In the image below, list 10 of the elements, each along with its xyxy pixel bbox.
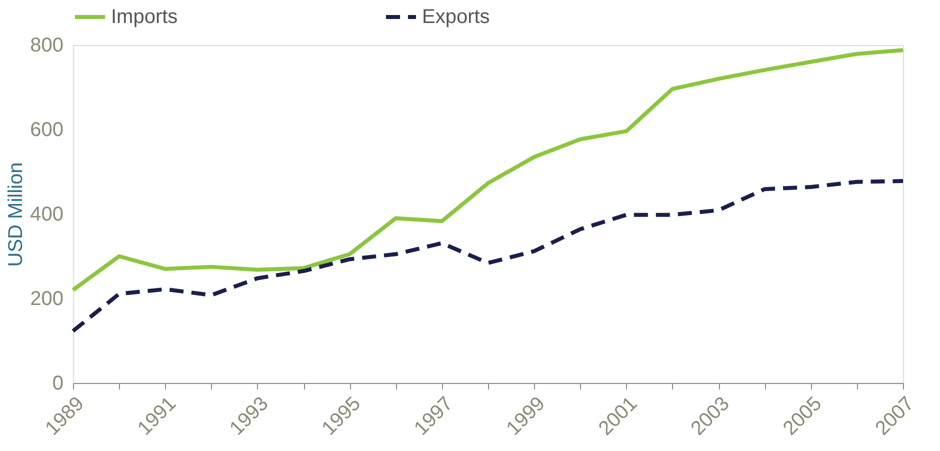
legend-label: Imports (111, 6, 178, 28)
line-series (71, 48, 905, 292)
line-series (71, 179, 905, 334)
y-tick-label: 200 (30, 288, 64, 310)
y-tick-label: 0 (52, 372, 64, 394)
y-axis-title: USD Million (5, 162, 28, 267)
y-tick-label: 400 (30, 204, 64, 226)
y-tick-label: 600 (30, 119, 64, 141)
y-tick-label: 800 (30, 34, 64, 56)
legend-label: Exports (422, 6, 490, 28)
